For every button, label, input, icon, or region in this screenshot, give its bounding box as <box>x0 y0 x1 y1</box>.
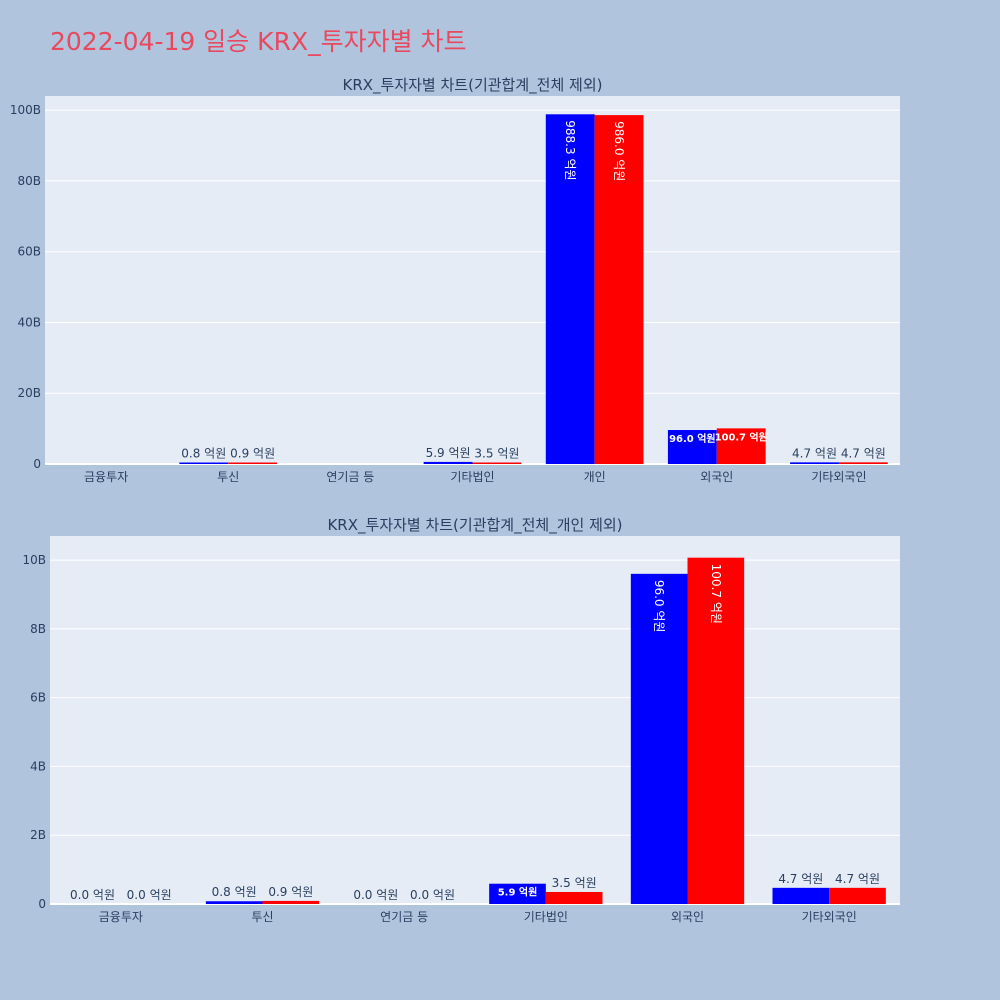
bar <box>667 430 717 464</box>
y-tick-label: 8B <box>30 622 46 636</box>
bar-label: 4.7 억원 <box>841 446 886 460</box>
x-tick-label: 기타법인 <box>524 910 568 924</box>
y-tick-label: 6B <box>30 691 46 705</box>
chart-2: KRX_투자자별 차트(기관합계_전체_개인 제외) 0 2B 4B 6B 8B 10B 금융… <box>22 516 900 924</box>
bar <box>489 883 546 904</box>
bar <box>205 901 263 904</box>
bar <box>262 900 320 904</box>
bar-label: 96.0 억원 <box>652 580 666 633</box>
plot-area <box>45 96 900 464</box>
y-tick-label: 60B <box>17 245 41 259</box>
bar <box>687 557 745 904</box>
bar-label: 3.5 억원 <box>474 447 519 461</box>
page-title: 2022-04-19 일승 KRX_투자자별 차트 <box>50 27 467 56</box>
x-tick-label: 기타법인 <box>450 470 494 484</box>
bar-label: 5.9 억원 <box>426 446 471 460</box>
chart-title: KRX_투자자별 차트(기관합계_전체 제외) <box>343 76 603 95</box>
plot-area <box>50 536 900 904</box>
bar-label: 3.5 억원 <box>552 876 597 890</box>
chart-title: KRX_투자자별 차트(기관합계_전체_개인 제외) <box>327 516 622 535</box>
bar-label: 96.0 억원 <box>669 432 716 445</box>
x-tick-label: 금융투자 <box>84 470 128 484</box>
bar-label: 100.7 억원 <box>709 564 723 624</box>
x-tick-label: 투신 <box>251 910 273 924</box>
y-tick-label: 0 <box>38 897 46 911</box>
bar-label: 0.0 억원 <box>127 888 172 902</box>
x-tick-label: 기타외국인 <box>811 470 866 484</box>
bar <box>423 461 473 464</box>
x-tick-label: 금융투자 <box>99 910 143 924</box>
bar <box>545 891 603 904</box>
bar <box>838 462 888 464</box>
bar-label: 4.7 억원 <box>778 872 823 886</box>
bar-label: 4.7 억원 <box>835 872 880 886</box>
x-tick-label: 연기금 등 <box>380 910 428 924</box>
y-tick-label: 20B <box>17 386 41 400</box>
x-tick-label: 외국인 <box>700 470 733 484</box>
bar <box>228 462 278 464</box>
bar-label: 0.9 억원 <box>268 885 313 899</box>
y-tick-label: 100B <box>10 103 41 117</box>
bar-label: 0.0 억원 <box>70 888 115 902</box>
bar <box>716 428 766 464</box>
x-tick-label: 기타외국인 <box>802 910 857 924</box>
y-tick-label: 4B <box>30 759 46 773</box>
bar <box>179 462 229 464</box>
bar <box>630 573 688 904</box>
bar-label: 0.9 억원 <box>230 447 275 461</box>
bar <box>472 462 522 464</box>
bar-label: 986.0 억원 <box>612 121 626 181</box>
chart-1: KRX_투자자별 차트(기관합계_전체 제외) 0 20B 40B 60B 80B 100B… <box>10 76 900 484</box>
bar-label: 100.7 억원 <box>715 430 768 443</box>
bar-label: 0.0 억원 <box>410 888 455 902</box>
y-tick-label: 0 <box>33 457 41 471</box>
x-tick-label: 개인 <box>584 470 606 484</box>
y-tick-label: 40B <box>17 315 41 329</box>
bar-label: 0.8 억원 <box>212 885 257 899</box>
bar <box>829 887 886 904</box>
x-tick-label: 외국인 <box>671 910 704 924</box>
y-tick-label: 10B <box>22 553 46 567</box>
x-tick-label: 투신 <box>217 470 239 484</box>
y-tick-label: 2B <box>30 828 46 842</box>
bar <box>545 114 595 464</box>
bar-label: 988.3 억원 <box>563 120 577 180</box>
bar <box>790 462 839 464</box>
x-tick-label: 연기금 등 <box>326 470 374 484</box>
y-tick-label: 80B <box>17 174 41 188</box>
bar <box>772 887 830 904</box>
bar <box>594 115 644 464</box>
bar-label: 5.9 억원 <box>498 886 538 899</box>
bar-label: 4.7 억원 <box>792 446 837 460</box>
bar-label: 0.8 억원 <box>181 447 226 461</box>
bar-label: 0.0 억원 <box>353 888 398 902</box>
